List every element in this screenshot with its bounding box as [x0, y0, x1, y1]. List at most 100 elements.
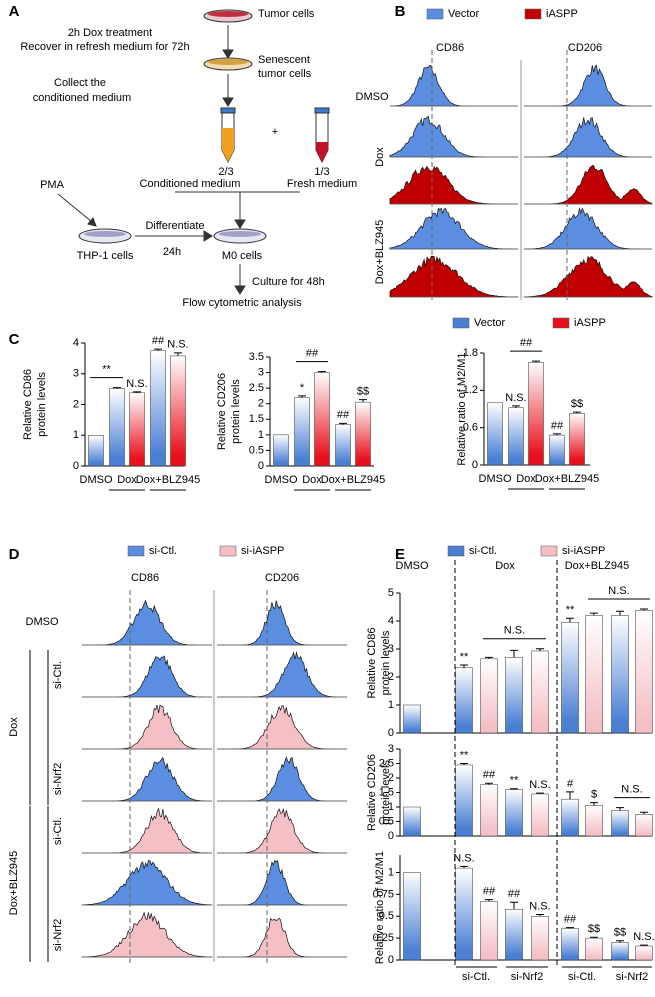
error-bar [616, 940, 624, 943]
bar [487, 402, 503, 466]
annotation: ## [483, 886, 496, 898]
y-tick-label: 2.5 [379, 757, 394, 769]
legend-label: si-iASPP [241, 545, 284, 557]
x-group-label: Dox [495, 560, 515, 572]
row-label: Dox [8, 717, 20, 737]
y-tick-label: 0.75 [373, 888, 394, 900]
diagram-text: 24h [163, 246, 181, 258]
legend-swatch [127, 545, 145, 557]
y-tick-label: 3.5 [249, 351, 264, 363]
bar [561, 798, 579, 837]
bar [505, 657, 523, 734]
y-axis-label: Relative CD206 [216, 373, 228, 450]
bar [505, 909, 523, 961]
diagram-text: Collect the [54, 77, 106, 89]
error-bar [298, 395, 306, 398]
bar [480, 901, 498, 961]
error-bar [510, 649, 518, 658]
error-bar [590, 936, 598, 939]
error-bar [512, 405, 520, 408]
histogram [524, 207, 652, 250]
annotation: * [300, 382, 305, 394]
y-axis-label: Relative ratio of M2/M1 [374, 851, 386, 964]
x-tick-label: si-Ctl. [462, 971, 490, 983]
bar [635, 610, 653, 734]
column-label: CD86 [436, 42, 464, 54]
annotation: $$ [614, 927, 626, 939]
y-tick-label: 0.5 [379, 815, 394, 827]
bar [129, 392, 145, 467]
diagram-text: 2/3 [218, 166, 233, 178]
annotation: ** [460, 749, 469, 761]
y-axis-label: Relative ratio of M2/M1 [456, 352, 468, 465]
bar [561, 622, 579, 734]
diagram-text: Fresh medium [287, 178, 357, 190]
bar [88, 435, 104, 467]
panel-label: C [9, 331, 20, 348]
x-group-label: Dox+BLZ945 [565, 560, 630, 572]
annotation: ## [520, 337, 533, 349]
error-bar [566, 791, 574, 800]
bar [294, 397, 310, 467]
legend-label: si-Ctl. [469, 545, 497, 557]
x-tick-label: si-Nrf2 [511, 971, 543, 983]
error-bar [566, 927, 574, 929]
histogram [389, 64, 518, 107]
histogram [217, 651, 347, 698]
annotation: N.S. [126, 378, 147, 390]
x-group-label: DMSO [479, 473, 512, 485]
histogram [524, 117, 652, 158]
bar [611, 615, 629, 734]
y-tick-label: 3 [388, 643, 394, 655]
y-tick-label: 1 [73, 429, 79, 441]
y-tick-label: 3 [73, 368, 79, 380]
row-label: DMSO [356, 91, 389, 103]
row-label: si-Nrf2 [52, 919, 64, 951]
y-axis-label: protein levels [380, 630, 392, 695]
annotation: $$ [588, 923, 600, 935]
x-tick-label: si-Nrf2 [616, 971, 648, 983]
bar [585, 615, 603, 734]
histogram [217, 807, 347, 854]
y-tick-label: 5 [388, 587, 394, 599]
x-group-label: Dox+BLZ945 [535, 473, 600, 485]
histogram [217, 917, 347, 958]
error-bar [133, 391, 141, 393]
histogram [389, 165, 518, 205]
y-tick-label: 4 [388, 615, 394, 627]
diagram-text: tumor cells [258, 68, 312, 80]
bar [611, 810, 629, 837]
error-bar [640, 811, 648, 815]
diagram-text: conditioned medium [33, 92, 131, 104]
error-bar [510, 788, 518, 790]
bar [611, 942, 629, 961]
bar [403, 704, 421, 734]
error-bar [460, 763, 468, 765]
annotation: ## [306, 348, 319, 360]
histogram [217, 600, 347, 646]
error-bar [460, 865, 468, 869]
annotation: ## [483, 769, 496, 781]
error-bar [318, 371, 326, 373]
bar [635, 945, 653, 961]
x-tick-label: si-Ctl. [568, 971, 596, 983]
histogram [217, 705, 347, 750]
annotation: N.S. [505, 392, 526, 404]
panel-label: D [9, 546, 20, 563]
annotation: ## [551, 420, 564, 432]
column-label: CD206 [568, 42, 602, 54]
bar [273, 434, 289, 467]
row-label: Dox+BLZ945 [8, 851, 20, 916]
x-group-label: Dox [302, 474, 322, 486]
error-bar [174, 352, 182, 356]
row-label: Dox+BLZ945 [374, 220, 386, 285]
error-bar [532, 360, 540, 363]
error-bar [590, 612, 598, 616]
error-bar [510, 901, 518, 910]
y-tick-label: 0 [73, 460, 79, 472]
y-axis-label: Relative CD86 [22, 369, 34, 440]
y-tick-label: 1.8 [463, 347, 478, 359]
y-tick-label: 0.6 [463, 422, 478, 434]
row-label: si-Ctl. [52, 817, 64, 845]
legend-label: si-Ctl. [149, 545, 177, 557]
